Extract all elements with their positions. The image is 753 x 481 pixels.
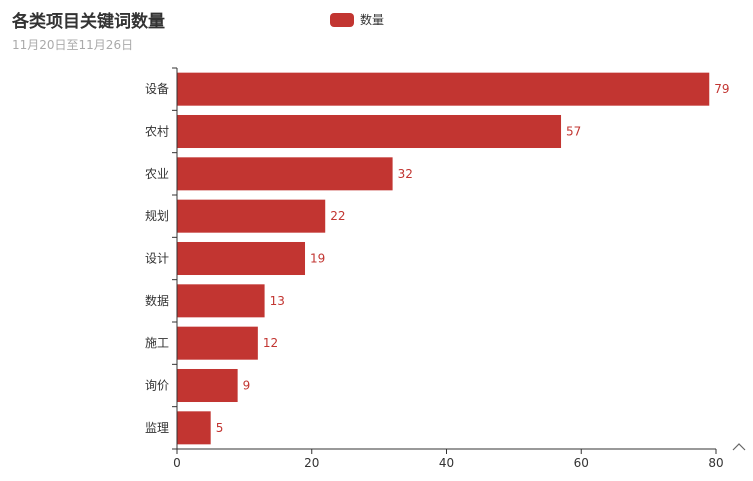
data-label: 13 (270, 294, 285, 308)
legend-swatch (330, 12, 354, 27)
data-label: 22 (330, 209, 345, 223)
bar[interactable] (177, 326, 258, 360)
y-tick-label: 询价 (145, 379, 169, 393)
bar[interactable] (177, 241, 306, 276)
y-tick-label: 规划 (145, 208, 169, 223)
x-tick-label: 0 (173, 456, 181, 470)
x-tick-label: 40 (439, 456, 454, 470)
data-label: 32 (398, 167, 413, 181)
bar[interactable] (177, 199, 326, 233)
bar[interactable] (177, 284, 265, 318)
data-label: 79 (714, 82, 729, 96)
y-tick-label: 设计 (145, 252, 169, 266)
data-label: 9 (243, 379, 251, 393)
y-tick-label: 农村 (145, 125, 169, 139)
chart-title: 各类项目关键词数量 (12, 12, 165, 32)
y-tick-label: 农业 (145, 167, 169, 181)
data-label: 12 (263, 336, 278, 350)
x-tick-label: 80 (708, 456, 723, 470)
data-label: 57 (566, 125, 581, 139)
data-label: 19 (310, 252, 325, 266)
chart-subtitle: 11月20日至11月26日 (12, 38, 134, 52)
y-tick-label: 施工 (145, 336, 169, 350)
y-tick-label: 数据 (145, 293, 169, 308)
x-tick-label: 60 (574, 456, 589, 470)
x-tick-label: 20 (304, 456, 319, 470)
y-tick-label: 设备 (145, 82, 169, 96)
bar[interactable] (177, 368, 238, 403)
chevron-up-icon[interactable] (732, 443, 746, 451)
bar[interactable] (177, 114, 562, 149)
legend[interactable]: 数量 (330, 11, 384, 28)
bar[interactable] (177, 411, 211, 445)
y-tick-label: 监理 (145, 421, 169, 435)
bar[interactable] (177, 72, 710, 106)
legend-label: 数量 (360, 13, 385, 27)
data-label: 5 (216, 421, 224, 435)
bar[interactable] (177, 157, 393, 191)
